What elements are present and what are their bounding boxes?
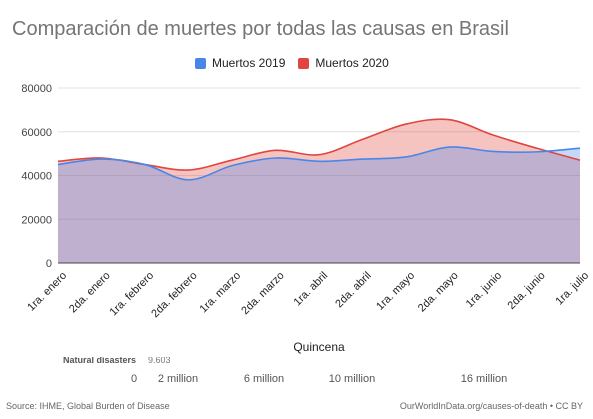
- background-page-fragment: Natural disasters 9,603 0 2 million 6 mi…: [0, 357, 593, 419]
- grid-lines: [58, 87, 580, 220]
- chart-title: Comparación de muertes por todas las cau…: [12, 18, 509, 40]
- legend-swatch-2020: [298, 57, 310, 69]
- scale-tick: 6 million: [243, 373, 285, 385]
- legend-swatch-2019: [195, 57, 206, 69]
- x-tick-label: 2da. abril: [333, 270, 373, 310]
- x-tick-label: 1ra. marzo: [198, 270, 244, 316]
- y-tick-labels: 0 20000 40000 60000 80000: [21, 83, 52, 270]
- scale-tick: 2 million: [157, 373, 199, 385]
- legend-item-2019: Muertos 2019: [195, 56, 285, 70]
- x-axis-label: Quincena: [293, 340, 345, 354]
- x-tick-label: 1ra. enero: [25, 270, 69, 314]
- partial-category-label: Natural disasters: [63, 357, 137, 363]
- series-area-1: [58, 119, 580, 264]
- scale-tick: 0: [130, 373, 138, 385]
- partial-category-value: 9,603: [148, 357, 171, 363]
- y-tick-label: 40000: [21, 171, 52, 183]
- legend-label-2020: Muertos 2020: [315, 56, 389, 70]
- y-tick-label: 0: [46, 258, 52, 270]
- source-text: Source: IHME, Global Burden of Disease: [6, 401, 170, 411]
- x-tick-label: 2da. mayo: [416, 270, 461, 315]
- scale-tick: 10 million: [328, 373, 376, 385]
- series-areas: [58, 119, 580, 264]
- y-tick-label: 60000: [21, 127, 52, 139]
- y-tick-label: 80000: [21, 83, 52, 95]
- x-tick-label: 2da. enero: [67, 270, 113, 316]
- x-tick-label: 1ra. julio: [553, 270, 591, 308]
- chart-legend: Muertos 2019 Muertos 2020: [195, 55, 389, 71]
- legend-item-2020: Muertos 2020: [298, 56, 389, 70]
- x-tick-label: 2da. febrero: [149, 270, 199, 320]
- x-tick-label: 2da. junio: [505, 270, 547, 312]
- y-tick-label: 20000: [21, 214, 52, 226]
- x-tick-label: 2da. marzo: [239, 270, 286, 317]
- x-tick-label: 1ra. abril: [291, 270, 330, 309]
- x-tick-label: 1ra. mayo: [374, 270, 417, 313]
- legend-label-2019: Muertos 2019: [212, 56, 286, 70]
- series-lines: [57, 118, 581, 181]
- series-area-0: [58, 146, 580, 263]
- scale-row: 0 2 million 6 million 10 million 16 mill…: [0, 373, 593, 387]
- scale-tick: 16 million: [460, 373, 508, 385]
- x-tick-label: 1ra. junio: [464, 270, 504, 310]
- series-line-0: [57, 146, 581, 181]
- credit-link[interactable]: OurWorldInData.org/causes-of-death • CC …: [399, 401, 583, 411]
